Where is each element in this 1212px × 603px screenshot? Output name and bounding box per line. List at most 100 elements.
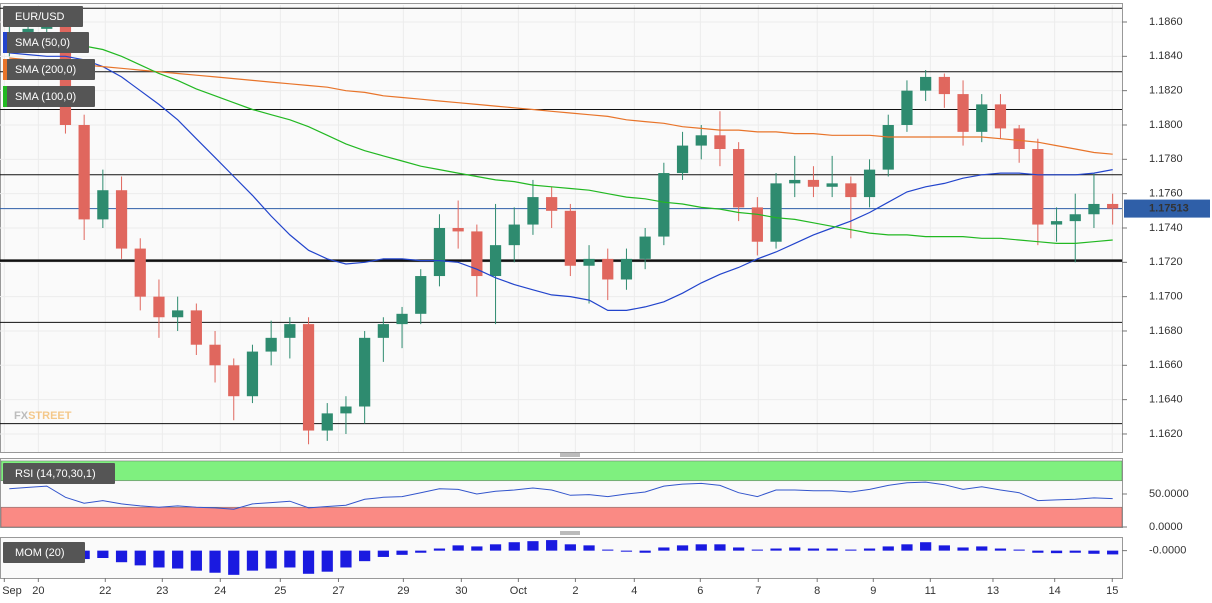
mom-bar: [976, 546, 988, 551]
x-tick-label: 14: [1049, 585, 1061, 597]
rsi-line: [9, 481, 1113, 510]
splitter: [560, 453, 580, 535]
y-tick-label: 1.1620: [1149, 428, 1183, 440]
candle-body: [976, 104, 988, 132]
watermark-part: FX: [14, 410, 29, 422]
mom-bar: [639, 550, 651, 553]
candle-body: [415, 276, 427, 314]
candle-body: [115, 190, 128, 249]
mom-bar: [321, 550, 333, 572]
candle-body: [639, 236, 651, 259]
mom-panel: [0, 537, 1123, 579]
mom-bar: [134, 550, 146, 566]
x-tick-label: 9: [870, 585, 876, 597]
mom-bar: [564, 544, 576, 551]
y-tick-label: 1.1700: [1149, 291, 1183, 303]
x-tick-label: 8: [814, 585, 820, 597]
mom-bar: [695, 544, 707, 551]
legend-entry-swatch: [3, 32, 7, 53]
mom-bar: [340, 550, 352, 568]
candle-body: [153, 296, 165, 318]
y-tick-label: 1.1840: [1149, 50, 1183, 62]
candle-body: [676, 145, 689, 174]
candle-body: [564, 210, 576, 266]
mom-bar: [620, 550, 633, 552]
mom-bar: [676, 545, 689, 551]
mom-bar: [863, 548, 876, 551]
x-tick-label: 20: [32, 585, 44, 597]
candle-body: [807, 179, 820, 187]
sma-line: [9, 36, 1113, 244]
x-tick-label: 27: [332, 585, 344, 597]
x-tick-label: 25: [274, 585, 286, 597]
y-tick-label: 50.0000: [1149, 488, 1189, 500]
y-tick-label: 1.1780: [1149, 153, 1183, 165]
candle-body: [1050, 221, 1063, 225]
candle-body: [284, 324, 296, 338]
mom-bar: [396, 550, 408, 555]
candle-body: [1032, 149, 1044, 225]
mom-bar: [714, 544, 726, 551]
x-tick-label: 24: [214, 585, 226, 597]
candle-body: [302, 324, 315, 431]
candle-body: [751, 207, 763, 242]
candle-body: [602, 258, 614, 280]
mom-bar: [153, 550, 165, 568]
mom-bar: [957, 547, 969, 551]
candle-body: [658, 173, 670, 237]
candle-body: [957, 94, 969, 132]
legend-entry: SMA (50,0): [15, 37, 70, 49]
x-tick-label: 7: [755, 585, 761, 597]
mom-bar: [97, 550, 109, 558]
x-tick-label: Oct: [510, 585, 527, 597]
candle-body: [789, 179, 801, 184]
candle-body: [265, 337, 277, 352]
candle-body: [882, 124, 894, 170]
legend-entry-swatch: [3, 86, 7, 107]
watermark: FXSTREET: [14, 410, 72, 422]
x-tick-label: 29: [397, 585, 409, 597]
legend-entry-box: [3, 59, 95, 80]
candle-body: [396, 313, 408, 325]
sma-line: [9, 57, 1113, 155]
candle-body: [209, 344, 221, 366]
candle-body: [471, 231, 483, 277]
panel-title: MOM (20): [15, 547, 65, 559]
mom-bar: [1069, 550, 1081, 553]
last-price-label: 1.17513: [1149, 202, 1189, 214]
x-tick-label: 2: [572, 585, 578, 597]
candle-body: [863, 169, 876, 198]
legend-title: EUR/USD: [15, 11, 65, 23]
rsi-band: [0, 506, 1123, 528]
candle-body: [620, 258, 633, 280]
candle-body: [78, 124, 90, 220]
y-tick-label: -0.0000: [1149, 545, 1186, 557]
candle-body: [714, 135, 726, 150]
mom-bar: [733, 547, 745, 551]
candle-body: [938, 76, 950, 95]
candle-body: [340, 406, 352, 414]
x-tick-label: 4: [631, 585, 637, 597]
candle-body: [770, 183, 782, 242]
mom-bar: [433, 548, 446, 551]
mom-bar: [658, 547, 670, 551]
candle-body: [452, 227, 464, 232]
y-tick-label: 1.1860: [1149, 16, 1183, 28]
mom-bar: [190, 550, 202, 571]
last-price-box: [1124, 199, 1210, 218]
candle-body: [359, 337, 371, 407]
candle-body: [994, 104, 1007, 129]
candle-body: [1069, 214, 1081, 222]
mom-bar: [415, 550, 427, 553]
mom-bar: [920, 542, 932, 551]
mom-bar: [751, 549, 763, 551]
candle-body: [1107, 203, 1119, 209]
legend-title-box: [3, 6, 83, 27]
panel-title-box: [3, 463, 115, 484]
mom-bar: [602, 549, 614, 551]
x-tick-label: 13: [987, 585, 999, 597]
rsi-band: [0, 460, 1123, 482]
mom-bar: [265, 550, 277, 569]
mom-bar: [471, 546, 483, 551]
mom-bar: [994, 548, 1007, 551]
